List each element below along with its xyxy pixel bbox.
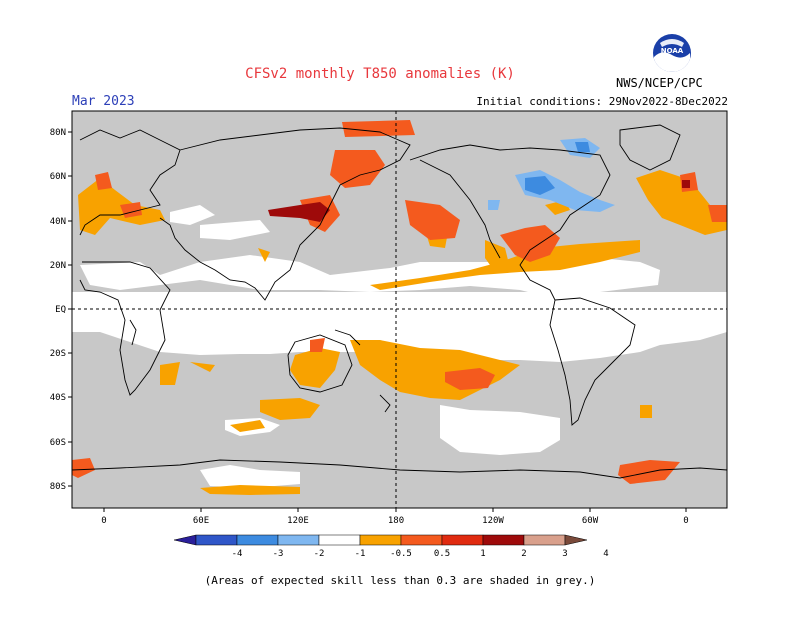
lon-label: 180 (388, 516, 404, 526)
lon-label: 0 (101, 516, 106, 526)
forecast-period: Mar 2023 (72, 94, 135, 109)
legend-label: 0.5 (434, 549, 450, 559)
anomaly-1-2 (72, 120, 727, 484)
legend-label: -4 (232, 549, 243, 559)
legend-label: 2 (521, 549, 526, 559)
lon-label: 60W (582, 516, 599, 526)
skill-footnote: (Areas of expected skill less than 0.3 a… (204, 574, 596, 587)
legend-swatch (482, 534, 525, 546)
noaa-logo: NOAA (653, 34, 691, 72)
legend-label: 1 (480, 549, 485, 559)
lat-label: 80N (50, 128, 66, 138)
lat-axis: 80N 60N 40N 20N EQ 20S 40S 60S 80S (50, 128, 72, 492)
legend-label: -0.5 (390, 549, 412, 559)
legend-label: 3 (562, 549, 567, 559)
lon-label: 120W (482, 516, 504, 526)
agency-label: NWS/NCEP/CPC (616, 76, 703, 90)
legend-swatch (236, 534, 279, 546)
logo-text: NOAA (661, 47, 684, 55)
legend-swatch (441, 534, 484, 546)
anomaly-0.5-1 (78, 170, 727, 495)
lat-label: 80S (50, 482, 66, 492)
lat-label: 40S (50, 393, 66, 403)
lat-label: 20N (50, 261, 66, 271)
legend-swatch (318, 534, 361, 546)
map-title: CFSv2 monthly T850 anomalies (K) (245, 66, 515, 82)
legend-label: -2 (314, 549, 325, 559)
lat-label: 60N (50, 172, 66, 182)
legend-label: -3 (273, 549, 284, 559)
lon-label: 120E (287, 516, 309, 526)
lat-label: EQ (55, 305, 66, 315)
skill-regions (72, 205, 727, 488)
lat-label: 20S (50, 349, 66, 359)
legend-label: -1 (355, 549, 366, 559)
lon-label: 60E (193, 516, 209, 526)
legend-swatch (195, 534, 238, 546)
legend-swatch (277, 534, 320, 546)
lon-axis: 0 60E 120E 180 120W 60W 0 (101, 508, 689, 526)
legend-arrow-high (564, 534, 588, 546)
color-legend: -4 -3 -2 -1 -0.5 0.5 1 2 3 4 (173, 534, 609, 559)
legend-swatch (359, 534, 402, 546)
coastlines (71, 124, 728, 479)
legend-swatch (400, 534, 443, 546)
legend-arrow-low (173, 534, 197, 546)
lat-label: 40N (50, 217, 66, 227)
anomaly-2-3 (268, 180, 690, 222)
anomaly-minus-1-2 (525, 142, 590, 195)
lon-label: 0 (683, 516, 688, 526)
legend-label: 4 (603, 549, 608, 559)
legend-swatch (523, 534, 566, 546)
lat-label: 60S (50, 438, 66, 448)
initial-conditions: Initial conditions: 29Nov2022-8Dec2022 (476, 95, 728, 108)
